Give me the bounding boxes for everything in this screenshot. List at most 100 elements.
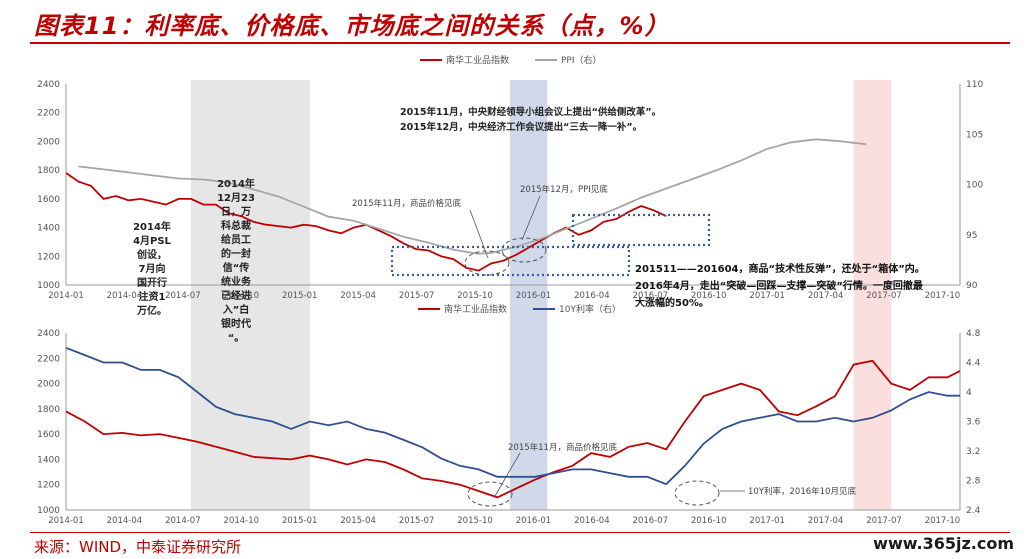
source-note: 来源：WIND，中泰证券研究所: [34, 538, 242, 556]
x-tick-label: 2014-10: [224, 291, 260, 301]
y-left-tick-label: 1000: [37, 281, 60, 291]
y-left-tick-label: 2400: [37, 80, 60, 90]
annotation-leader: [469, 209, 489, 259]
x-tick-label: 2017-04: [808, 291, 844, 301]
annotation-text: 2015年12月，PPI见底: [520, 184, 608, 195]
annotation-text: 2015年12月，中央经济工作会议提出“三去一降一补”。: [400, 121, 642, 133]
y-right-tick-label: 4.4: [966, 359, 981, 369]
x-tick-label: 2016-07: [633, 516, 669, 526]
band-note-text: 注资1: [139, 290, 166, 303]
band-note-text: 给员工: [221, 233, 251, 246]
y-right-tick-label: 4: [966, 388, 972, 398]
y-left-tick-label: 1200: [37, 252, 60, 262]
y-left-tick-label: 1400: [37, 455, 60, 465]
x-tick-label: 2017-10: [925, 291, 961, 301]
x-tick-label: 2015-07: [399, 291, 435, 301]
band-2015-nov: [853, 80, 892, 510]
range-box: [390, 245, 631, 277]
x-tick-label: 2016-04: [574, 291, 610, 301]
x-tick-label: 2015-07: [399, 516, 435, 526]
y-left-tick-label: 1600: [37, 195, 60, 205]
x-tick-label: 2017-04: [808, 516, 844, 526]
x-tick-label: 2017-01: [749, 516, 785, 526]
band-note-text: 已经进: [221, 289, 251, 302]
x-tick-label: 2015-04: [340, 516, 376, 526]
y-right-tick-label: 95: [966, 231, 977, 241]
band-note-text: 4月PSL: [133, 235, 171, 247]
highlight-ellipse: [501, 237, 547, 263]
y-left-tick-label: 1600: [37, 430, 60, 440]
band-note-text: 创设，: [136, 248, 167, 261]
y-left-tick-label: 2200: [37, 354, 60, 364]
x-tick-label: 2015-10: [457, 291, 493, 301]
y-right-tick-label: 2.8: [966, 477, 981, 487]
series-line: [65, 346, 960, 486]
annotation-text: 2015年11月，中央财经领导小组会议上提出“供给侧改革”。: [400, 106, 661, 118]
band-note-text: 日，万: [221, 206, 251, 218]
y-right-tick-label: 100: [966, 181, 983, 191]
band-2014-psl: [191, 80, 310, 510]
highlight-ellipse: [467, 481, 513, 507]
y-right-tick-label: 3.6: [966, 418, 981, 428]
band-note-text: 统业务: [221, 275, 252, 288]
band-note-text: 12月23: [217, 192, 255, 204]
x-tick-label: 2014-10: [224, 516, 260, 526]
y-right-tick-label: 110: [966, 80, 983, 90]
annotation-text: 201511——201604，商品“技术性反弹”，还处于“箱体”内。: [635, 262, 925, 275]
legend-label: 10Y利率（右）: [559, 303, 621, 315]
band-note-text: 入”白: [223, 303, 250, 316]
band-note-text: 2014年: [133, 220, 171, 233]
x-tick-label: 2016-04: [574, 516, 610, 526]
legend-label: 南华工业品指数: [446, 54, 509, 66]
y-right-tick-label: 4.8: [966, 329, 981, 339]
y-left-tick-label: 2000: [37, 137, 60, 147]
x-tick-label: 2016-01: [516, 291, 552, 301]
x-tick-label: 2016-10: [691, 291, 727, 301]
x-tick-label: 2015-01: [282, 516, 318, 526]
y-left-tick-label: 1200: [37, 481, 60, 491]
band-note-text: 2014年: [217, 177, 255, 190]
x-tick-label: 2014-07: [165, 291, 201, 301]
x-tick-label: 2014-07: [165, 516, 201, 526]
x-tick-label: 2014-01: [48, 291, 84, 301]
band-note-text: 科总裁: [221, 219, 251, 232]
highlight-ellipse: [674, 480, 720, 506]
y-left-tick-label: 1400: [37, 224, 60, 234]
x-tick-label: 2014-01: [48, 516, 84, 526]
series-line: [65, 359, 961, 499]
annotation-text: 2015年11月，商品价格见底: [508, 442, 617, 453]
x-tick-label: 2017-07: [866, 291, 902, 301]
x-tick-label: 2017-07: [866, 516, 902, 526]
page-title: 图表11：利率底、价格底、市场底之间的关系（点，%）: [34, 12, 670, 40]
band-2014-dec: [509, 80, 548, 510]
source-divider: [30, 532, 1010, 533]
y-left-tick-label: 1000: [37, 506, 60, 516]
band-note-text: 的一封: [221, 247, 251, 260]
x-tick-label: 2016-01: [516, 516, 552, 526]
y-right-tick-label: 90: [966, 281, 978, 291]
annotation-text: 大涨幅的50%。: [635, 296, 709, 309]
watermark-text: www.365jz.com: [873, 534, 1014, 553]
annotation-leader: [521, 195, 541, 241]
y-left-tick-label: 1800: [37, 405, 60, 415]
y-left-tick-label: 2000: [37, 380, 60, 390]
band-note-text: 银时代: [221, 317, 251, 330]
annotation-text: 10Y利率，2016年10月见底: [748, 486, 856, 497]
annotation-text: 2015年11月，商品价格见底: [352, 198, 461, 209]
y-left-tick-label: 2200: [37, 109, 60, 119]
title-divider: [30, 42, 1010, 44]
y-right-tick-label: 2.4: [966, 506, 981, 516]
range-box: [571, 213, 711, 247]
band-note-text: 7月向: [139, 262, 166, 275]
x-tick-label: 2015-01: [282, 291, 318, 301]
annotation-leader: [494, 452, 521, 497]
x-tick-label: 2014-04: [107, 291, 143, 301]
band-note-text: 国开行: [137, 276, 167, 289]
band-note-text: “。: [228, 333, 245, 344]
x-tick-label: 2016-07: [633, 291, 669, 301]
y-left-tick-label: 1800: [37, 166, 60, 176]
band-note-text: 信“传: [223, 261, 250, 274]
y-left-tick-label: 2400: [37, 329, 60, 339]
legend-label: PPI（右）: [561, 54, 602, 66]
